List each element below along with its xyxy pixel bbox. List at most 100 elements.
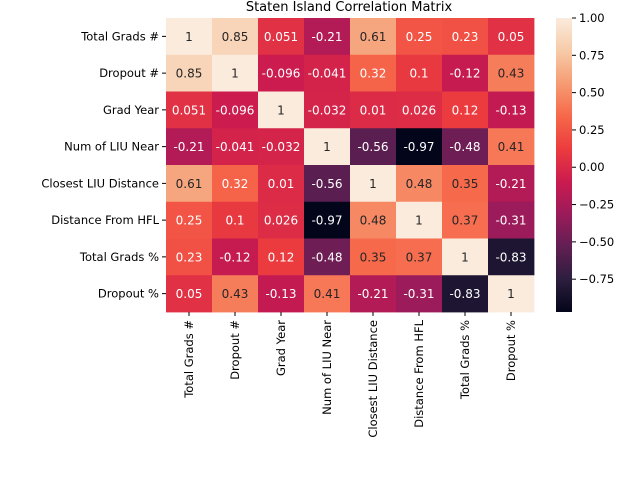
cell-value-label: 0.37 bbox=[406, 250, 433, 264]
heatmap-cell bbox=[396, 275, 443, 313]
heatmap-cell bbox=[396, 128, 443, 166]
heatmap-cell bbox=[396, 238, 443, 276]
column-tick-labels: Total Grads # Dropout # Grad Year Num of LI… bbox=[182, 312, 518, 438]
heatmap-cell bbox=[350, 91, 397, 129]
cell-value-label: -0.21 bbox=[173, 140, 204, 154]
cell-value-label: -0.13 bbox=[265, 287, 296, 301]
cell-value-label: -0.096 bbox=[262, 67, 301, 81]
cell-value-label: 1 bbox=[231, 67, 239, 81]
cell-value-label: -0.041 bbox=[308, 67, 347, 81]
chart-title: Staten Island Correlation Matrix bbox=[246, 0, 453, 15]
cell-value-label: 0.1 bbox=[225, 214, 244, 228]
heatmap-cell bbox=[488, 91, 535, 129]
heatmap-cell bbox=[488, 54, 535, 92]
colorbar-tick-label: 0.50 bbox=[579, 86, 605, 100]
heatmap-cell bbox=[304, 275, 351, 313]
heatmap-cell bbox=[212, 54, 259, 92]
colorbar-tick-label: 0.00 bbox=[579, 160, 605, 174]
heatmap-cell bbox=[350, 128, 397, 166]
cell-value-label: -0.096 bbox=[216, 103, 255, 117]
cell-value-label: 0.41 bbox=[314, 287, 341, 301]
cell-value-label: -0.48 bbox=[311, 250, 342, 264]
cell-value-label: -0.21 bbox=[357, 287, 388, 301]
heatmap-cell bbox=[442, 18, 489, 56]
cell-value-label: 0.35 bbox=[360, 250, 387, 264]
cell-value-label: -0.48 bbox=[449, 140, 480, 154]
heatmap-cell bbox=[396, 18, 443, 56]
heatmap-cell bbox=[442, 201, 489, 239]
heatmap-cell bbox=[212, 18, 259, 56]
row-tick-label: Grad Year bbox=[103, 103, 159, 117]
cell-value-label: -0.83 bbox=[449, 287, 480, 301]
row-tick-label: Dropout % bbox=[98, 287, 159, 301]
colorbar-tick-label: 0.25 bbox=[579, 123, 605, 137]
heatmap-cell bbox=[258, 128, 305, 166]
cell-value-label: 0.48 bbox=[406, 177, 433, 191]
heatmap-cell bbox=[488, 165, 535, 203]
heatmap-cell bbox=[442, 54, 489, 92]
cell-value-label: -0.97 bbox=[403, 140, 434, 154]
heatmap-cell bbox=[304, 18, 351, 56]
heatmap-cell bbox=[442, 165, 489, 203]
heatmap-cell bbox=[488, 238, 535, 276]
cell-value-label: -0.12 bbox=[219, 250, 250, 264]
heatmap-cell bbox=[258, 275, 305, 313]
heatmap-cell bbox=[258, 18, 305, 56]
colorbar: 1.00 0.75 0.50 0.25 0.00 −0.25 −0.50 −0.75 bbox=[556, 11, 614, 312]
colorbar-gradient bbox=[556, 18, 572, 312]
cell-value-label: 0.01 bbox=[360, 103, 387, 117]
heatmap-cell bbox=[304, 165, 351, 203]
cell-value-label: 0.61 bbox=[360, 30, 387, 44]
column-tick-label: Closest LIU Distance bbox=[366, 320, 380, 438]
cell-value-label: 1 bbox=[461, 250, 469, 264]
cell-value-label: 0.051 bbox=[172, 103, 206, 117]
cell-value-label: 0.01 bbox=[268, 177, 295, 191]
row-tick-label: Dropout # bbox=[99, 66, 159, 80]
cell-value-label: -0.13 bbox=[495, 103, 526, 117]
row-tick-label: Distance From HFL bbox=[51, 213, 159, 227]
cell-value-label: 0.43 bbox=[498, 67, 525, 81]
heatmap-cell bbox=[258, 54, 305, 92]
colorbar-tick-label: −0.50 bbox=[579, 235, 614, 249]
cell-value-label: 1 bbox=[277, 103, 285, 117]
heatmap-cell bbox=[442, 91, 489, 129]
heatmap-cell bbox=[258, 165, 305, 203]
column-tick-label: Distance From HFL bbox=[412, 319, 426, 427]
heatmap-cell bbox=[396, 54, 443, 92]
row-tick-label: Total Grads # bbox=[80, 29, 159, 43]
heatmap-cell bbox=[488, 128, 535, 166]
heatmap-cell bbox=[212, 201, 259, 239]
heatmap-cell bbox=[350, 54, 397, 92]
heatmap-cell bbox=[488, 275, 535, 313]
heatmap-cell bbox=[396, 201, 443, 239]
cell-value-label: -0.31 bbox=[403, 287, 434, 301]
cell-value-label: 0.25 bbox=[406, 30, 433, 44]
cell-value-label: 0.48 bbox=[360, 214, 387, 228]
colorbar-tick-label: −0.25 bbox=[579, 198, 614, 212]
cell-value-label: 1 bbox=[369, 177, 377, 191]
cell-value-label: 0.35 bbox=[452, 177, 479, 191]
heatmap-cell bbox=[166, 91, 213, 129]
heatmap-cell bbox=[304, 91, 351, 129]
colorbar-tick-label: 1.00 bbox=[579, 11, 605, 25]
cell-value-label: 0.37 bbox=[452, 214, 479, 228]
heatmap-cell bbox=[166, 201, 213, 239]
cell-value-label: -0.83 bbox=[495, 250, 526, 264]
cell-value-label: 0.25 bbox=[176, 214, 203, 228]
row-tick-labels: Total Grads # Dropout # Grad Year Num of LI… bbox=[41, 29, 166, 301]
cell-value-label: -0.041 bbox=[216, 140, 255, 154]
cell-value-label: 0.43 bbox=[222, 287, 249, 301]
cell-value-label: 0.85 bbox=[176, 67, 203, 81]
heatmap-cell bbox=[304, 128, 351, 166]
colorbar-tick-label: −0.75 bbox=[579, 272, 614, 286]
heatmap-cell bbox=[396, 91, 443, 129]
heatmap-cell bbox=[304, 201, 351, 239]
heatmap-cell bbox=[166, 128, 213, 166]
row-tick-label: Total Grads % bbox=[79, 250, 159, 264]
cell-value-label: 0.32 bbox=[222, 177, 249, 191]
heatmap-cell bbox=[488, 201, 535, 239]
cell-value-label: -0.31 bbox=[495, 214, 526, 228]
heatmap-cell bbox=[350, 238, 397, 276]
heatmap-cell bbox=[488, 18, 535, 56]
